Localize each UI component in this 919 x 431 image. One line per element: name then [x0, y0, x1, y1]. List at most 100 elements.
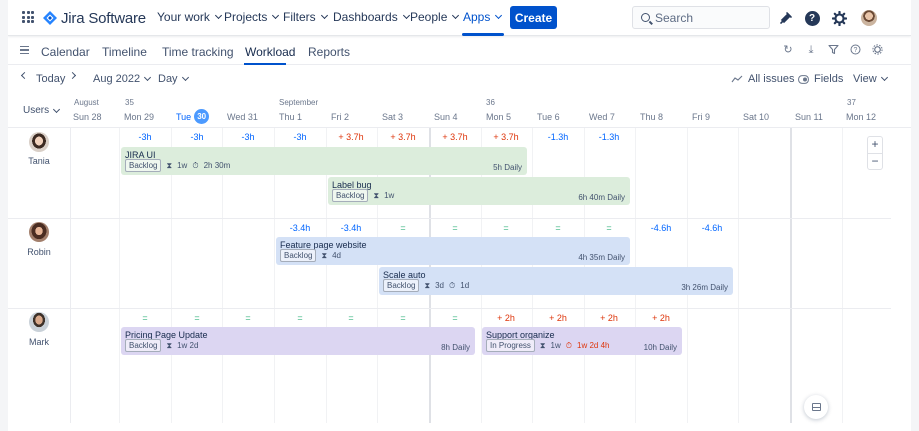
- task-meta: Backlog ⧗ 1w: [332, 189, 394, 202]
- estimate: 1w: [177, 161, 188, 170]
- task-meta: Backlog ⧗ 4d: [280, 249, 341, 262]
- stopwatch-icon: ⏱: [449, 280, 456, 290]
- estimate: 1w: [550, 341, 561, 350]
- all-issues-filter[interactable]: All issues: [731, 73, 794, 85]
- nav-apps[interactable]: Apps: [463, 10, 503, 24]
- day-sat-10: Sat 10: [743, 112, 770, 122]
- load-value: -4.6h: [650, 223, 672, 233]
- svg-text:?: ?: [853, 47, 857, 54]
- load-value: =: [194, 313, 200, 323]
- nav-dashboards[interactable]: Dashboards: [333, 10, 410, 24]
- task-meta: Backlog ⧗ 1w 2d: [125, 339, 198, 352]
- chevron-right-icon: [68, 71, 77, 80]
- load-value: =: [245, 313, 251, 323]
- load-value: + 2h: [497, 313, 515, 323]
- user-name-mark: Mark: [29, 337, 49, 347]
- workload-toolbar: Today Aug 2022 Day All issues Fields Vie…: [8, 66, 911, 90]
- period-select[interactable]: Aug 2022: [93, 73, 152, 85]
- tab-time-tracking[interactable]: Time tracking: [162, 45, 234, 59]
- chevron-down-icon: [495, 11, 503, 20]
- fields-label: Fields: [814, 73, 844, 85]
- nav-filters[interactable]: Filters: [283, 10, 328, 24]
- notifications-icon[interactable]: [776, 8, 796, 28]
- settings-icon[interactable]: [871, 44, 883, 56]
- hourglass-icon: ⧗: [166, 340, 173, 350]
- app-switcher-icon[interactable]: [22, 11, 34, 23]
- nav-projects[interactable]: Projects: [224, 10, 280, 24]
- avatar-robin[interactable]: [29, 222, 49, 242]
- nav-projects-label: Projects: [224, 10, 268, 24]
- tab-reports[interactable]: Reports: [308, 45, 351, 59]
- day-thu-8: Thu 8: [640, 112, 664, 122]
- load-value: -3.4h: [340, 223, 362, 233]
- users-sort[interactable]: Users: [23, 105, 61, 116]
- timeline-header: Users August 35 September 36 37 Sun 28 M…: [8, 92, 911, 128]
- tab-calendar[interactable]: Calendar: [41, 45, 90, 59]
- today-button[interactable]: Today: [36, 73, 66, 85]
- next-period-button[interactable]: [68, 71, 77, 80]
- view-select[interactable]: View: [853, 73, 888, 85]
- create-button[interactable]: Create: [510, 6, 557, 29]
- feedback-button[interactable]: [804, 395, 828, 419]
- load-value: + 3.7h: [338, 132, 364, 142]
- nav-people[interactable]: People: [410, 10, 460, 24]
- search-input[interactable]: Search: [632, 6, 770, 29]
- nav-your-work[interactable]: Your work: [157, 10, 222, 24]
- month-label-september: September: [279, 98, 319, 107]
- week-number-36: 36: [486, 98, 495, 107]
- prev-period-button[interactable]: [20, 71, 29, 80]
- task-bar-support-organize[interactable]: Support organize In Progress ⧗ 1w ⏱ 1w 2d …: [482, 327, 682, 355]
- task-bar-jira-ui[interactable]: JIRA UI Backlog ⧗ 1w ⏱ 2h 30m 5h Daily: [121, 147, 527, 175]
- task-bar-scale-auto[interactable]: Scale auto Backlog ⧗ 3d ⏱ 1d 3h 26m Daily: [379, 267, 733, 295]
- chevron-down-icon: [320, 11, 328, 20]
- avatar-tania[interactable]: [29, 132, 49, 152]
- load-value: -1.3h: [598, 132, 620, 142]
- menu-icon[interactable]: [20, 46, 29, 54]
- task-bar-feature-page-website[interactable]: Feature page website Backlog ⧗ 4d 4h 35m …: [276, 237, 630, 265]
- fields-icon: [798, 74, 809, 84]
- zoom-out-button[interactable]: −: [868, 153, 882, 169]
- daily-load: 8h Daily: [441, 343, 470, 352]
- zoom-in-button[interactable]: +: [871, 137, 879, 151]
- fields-button[interactable]: Fields: [798, 73, 843, 85]
- jira-logo[interactable]: Jira Software: [43, 8, 146, 28]
- load-value: + 3.7h: [442, 132, 468, 142]
- help-circle-icon[interactable]: ?: [849, 44, 861, 56]
- filter-icon[interactable]: [827, 44, 839, 56]
- day-gridline: [274, 128, 275, 423]
- all-issues-label: All issues: [748, 73, 795, 85]
- help-icon[interactable]: ?: [802, 8, 822, 28]
- tab-timeline[interactable]: Timeline: [102, 45, 147, 59]
- status-badge: Backlog: [125, 339, 162, 352]
- daily-load: 3h 26m Daily: [681, 283, 728, 292]
- top-navigation: Jira Software Your work Projects Filters…: [8, 0, 911, 36]
- daily-load: 10h Daily: [643, 343, 677, 352]
- hourglass-icon: ⧗: [166, 160, 173, 170]
- day-fri-9: Fri 9: [692, 112, 710, 122]
- daily-load: 5h Daily: [493, 163, 522, 172]
- tab-workload[interactable]: Workload: [245, 45, 296, 59]
- task-bar-label-bug[interactable]: Label bug Backlog ⧗ 1w 6h 40m Daily: [328, 177, 630, 205]
- task-bar-pricing-page-update[interactable]: Pricing Page Update Backlog ⧗ 1w 2d 8h Da…: [121, 327, 475, 355]
- task-meta: Backlog ⧗ 1w ⏱ 2h 30m: [125, 159, 230, 172]
- day-tue-6: Tue 6: [537, 112, 560, 122]
- download-icon[interactable]: ⤓: [808, 44, 814, 56]
- time-spent: 1d: [460, 281, 470, 290]
- refresh-icon[interactable]: ↻: [783, 44, 793, 56]
- avatar-mark[interactable]: [29, 312, 49, 332]
- profile-avatar[interactable]: [859, 8, 879, 28]
- scale-select[interactable]: Day: [158, 73, 189, 85]
- load-value: =: [606, 223, 612, 233]
- day-gridline: [119, 128, 120, 423]
- day-gridline: [326, 128, 327, 423]
- hourglass-icon: ⧗: [539, 340, 546, 350]
- settings-gear-icon[interactable]: [829, 8, 849, 28]
- load-value: =: [503, 223, 509, 233]
- task-title: Scale auto: [383, 270, 426, 280]
- estimate: 1w: [384, 191, 395, 200]
- chevron-down-icon: [181, 73, 189, 82]
- load-value: -3h: [241, 132, 255, 142]
- user-name-robin: Robin: [27, 247, 51, 257]
- load-value: -3h: [190, 132, 204, 142]
- nav-dashboards-label: Dashboards: [333, 10, 398, 24]
